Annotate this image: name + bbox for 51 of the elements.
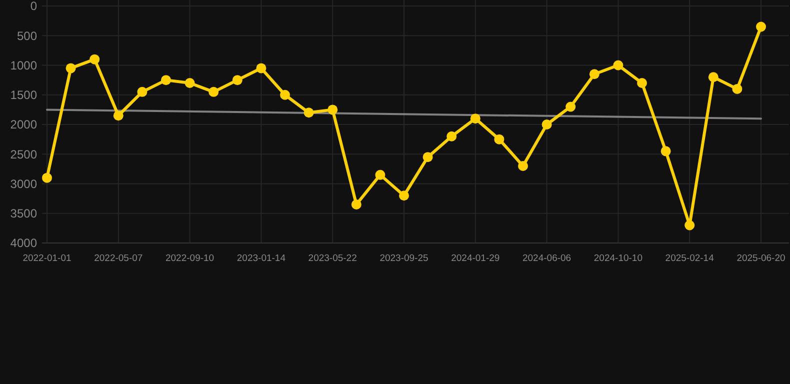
point — [732, 84, 742, 94]
x-tick-label: 2023-01-14 — [236, 253, 286, 264]
point — [137, 86, 148, 97]
point — [375, 170, 386, 180]
point — [113, 110, 124, 121]
point — [446, 131, 457, 142]
point — [280, 90, 290, 100]
x-tick-label: 2024-01-29 — [451, 253, 500, 264]
y-tick-label: 2000 — [10, 118, 38, 132]
x-tick-label: 2025-02-14 — [665, 253, 714, 264]
point — [399, 190, 409, 201]
x-tick-label: 2022-01-01 — [22, 253, 72, 264]
y-tick-label: 3500 — [10, 206, 38, 221]
point — [660, 146, 671, 156]
point — [232, 75, 242, 86]
point — [328, 104, 338, 115]
y-tick-label: 0 — [30, 0, 38, 14]
x-tick-label: 2025-06-20 — [736, 253, 786, 264]
point — [613, 60, 624, 70]
point — [351, 199, 362, 210]
point — [518, 160, 528, 171]
y-tick-label: 3000 — [10, 176, 38, 191]
y-tick-label: 2500 — [10, 147, 38, 162]
y-tick-label: 500 — [16, 28, 38, 43]
point — [566, 102, 576, 112]
point — [161, 75, 171, 86]
point — [304, 108, 314, 118]
point — [708, 72, 718, 82]
point — [542, 120, 552, 130]
point — [256, 63, 266, 74]
point — [494, 134, 504, 144]
x-tick-label: 2022-09-10 — [165, 253, 214, 264]
x-tick-label: 2024-06-06 — [522, 253, 572, 264]
point — [589, 69, 600, 80]
point — [422, 152, 433, 162]
point — [470, 114, 480, 124]
point — [90, 54, 100, 64]
point — [756, 22, 766, 32]
y-tick-label: 1500 — [10, 88, 38, 102]
point — [42, 172, 52, 183]
y-tick-label: 1000 — [10, 58, 38, 72]
point — [684, 220, 695, 230]
point — [208, 86, 219, 97]
x-tick-label: 2023-05-22 — [308, 253, 357, 264]
point — [66, 63, 76, 74]
x-tick-label: 2022-05-07 — [94, 253, 143, 264]
y-tick-label: 4000 — [10, 236, 38, 250]
x-tick-label: 2024-10-10 — [594, 253, 643, 264]
x-tick-label: 2023-09-25 — [380, 253, 428, 264]
point — [184, 78, 195, 88]
point — [637, 78, 647, 88]
